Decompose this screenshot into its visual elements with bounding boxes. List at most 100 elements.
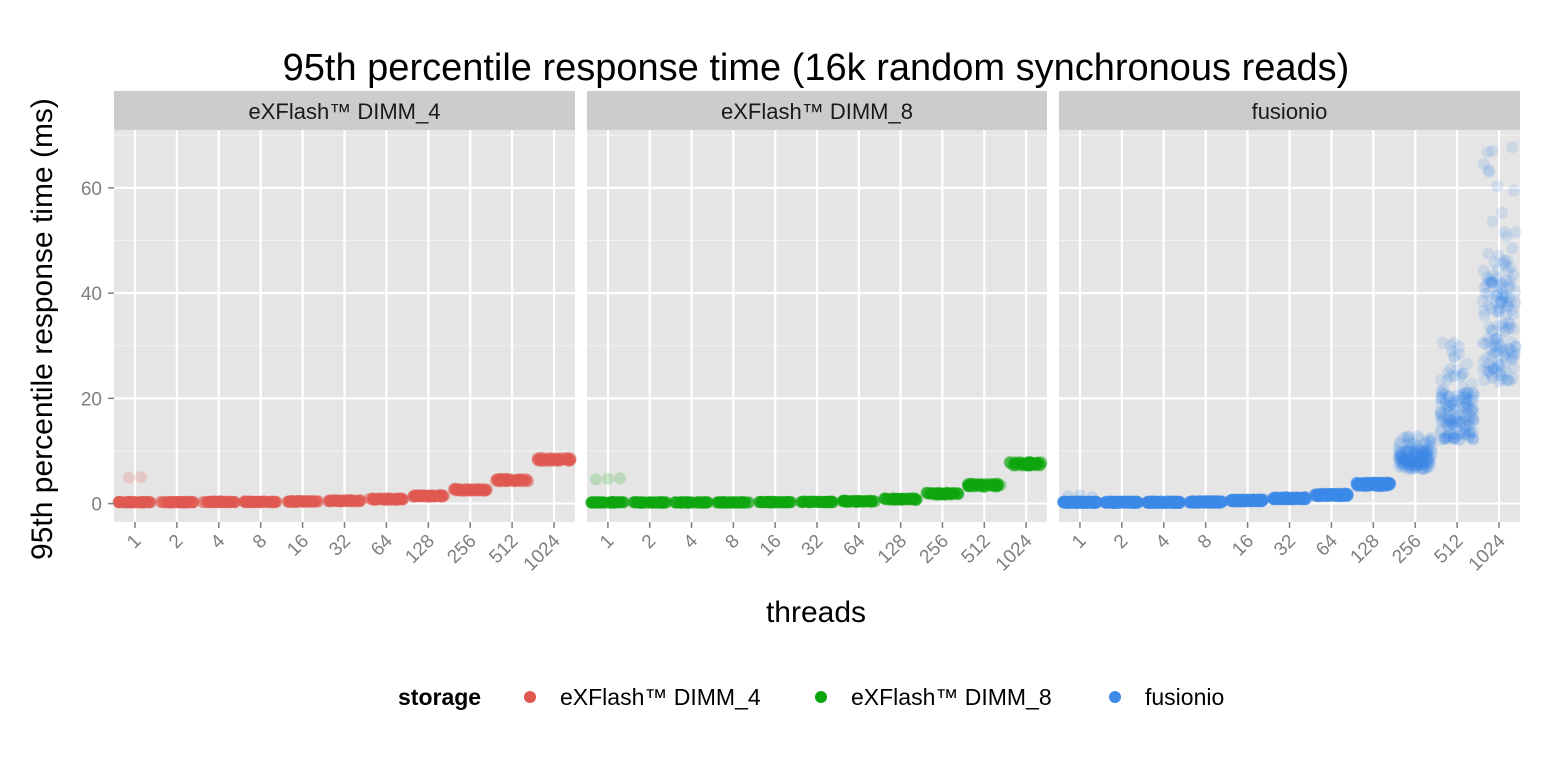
data-point [382,493,395,506]
data-point [303,495,316,508]
data-point [453,483,466,496]
data-point [692,496,705,509]
data-point [767,495,780,508]
data-point [711,496,724,509]
x-tick-label: 1 [1068,531,1090,553]
data-point [837,494,850,507]
data-point [354,494,366,507]
data-point [174,496,187,509]
data-point [735,496,747,509]
data-point [353,495,366,508]
data-point [634,496,647,509]
data-point [884,493,897,506]
data-point [795,495,807,508]
data-point [258,495,271,508]
data-point [563,454,576,467]
data-point [291,496,303,508]
data-point [369,493,382,506]
data-point [770,495,782,508]
data-point [363,492,376,505]
facet-strip-label: fusionio [1252,99,1328,124]
data-point [1023,459,1036,472]
data-point [801,496,814,509]
data-point [169,496,182,508]
data-point [910,493,923,506]
data-point [180,496,193,509]
data-point [1496,206,1509,219]
data-point [286,496,299,508]
data-point [239,495,252,508]
data-point [388,493,401,506]
data-point [866,495,879,508]
data-point [450,484,463,497]
data-point [213,495,226,508]
data-point [988,479,1001,492]
data-point [127,496,140,509]
data-point [1024,458,1037,471]
data-point [1022,458,1035,471]
data-point [432,489,445,502]
data-point [428,490,441,503]
data-point [697,496,710,509]
data-point [909,493,922,506]
data-point [178,496,191,509]
data-point [683,496,696,509]
data-point [327,495,340,508]
data-point [113,496,125,508]
data-point [608,496,621,509]
data-point [764,496,776,509]
data-point [499,474,512,487]
data-point [175,496,187,509]
data-point [976,480,989,493]
data-point [112,496,125,508]
data-point [414,490,426,503]
data-point [383,492,396,505]
data-point [542,454,555,467]
data-point [824,496,837,509]
legend-key [1109,691,1121,703]
facet-panels: eXFlash™ DIMM_41 2 4 8 16 32 64 128 256 5121024eX… [112,91,1522,575]
data-point [643,496,656,509]
data-point [1507,362,1520,375]
data-point [331,495,344,508]
data-point [391,492,403,505]
data-point [220,495,233,508]
data-point [387,493,400,506]
data-point [923,487,936,500]
data-point [501,475,514,487]
data-point [185,496,198,509]
data-point [253,495,266,508]
data-point [938,487,951,500]
data-point [136,496,149,509]
data-point [355,494,368,507]
data-point [979,480,992,493]
data-point [180,496,193,509]
data-point [372,492,385,505]
facet-strip-label: eXFlash™ DIMM_8 [721,99,913,124]
data-point [768,496,781,509]
data-point [878,492,891,505]
data-point [376,493,389,506]
data-point [738,496,751,509]
data-point [246,496,259,509]
data-point [345,494,358,507]
data-point [416,489,429,502]
data-point [285,495,298,508]
data-point [175,496,188,509]
data-point [617,496,630,509]
data-point [784,495,797,508]
data-point [434,489,447,502]
data-point [422,490,435,503]
data-point [366,493,379,506]
data-point [521,475,534,488]
data-point [962,479,974,492]
data-point [246,496,259,509]
data-point [986,477,999,490]
data-point [461,484,474,497]
data-point-outlier [123,471,135,484]
data-point [259,495,272,508]
data-point [419,490,431,503]
data-point [679,496,692,508]
data-point [779,495,792,508]
data-point [452,483,465,496]
